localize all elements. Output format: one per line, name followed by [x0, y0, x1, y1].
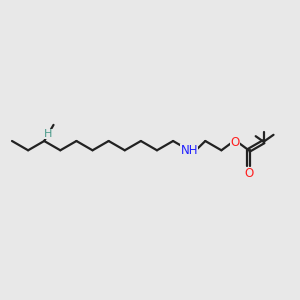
Text: O: O: [230, 136, 240, 149]
Text: H: H: [44, 129, 52, 139]
Text: NH: NH: [180, 144, 198, 157]
Text: O: O: [244, 167, 254, 180]
